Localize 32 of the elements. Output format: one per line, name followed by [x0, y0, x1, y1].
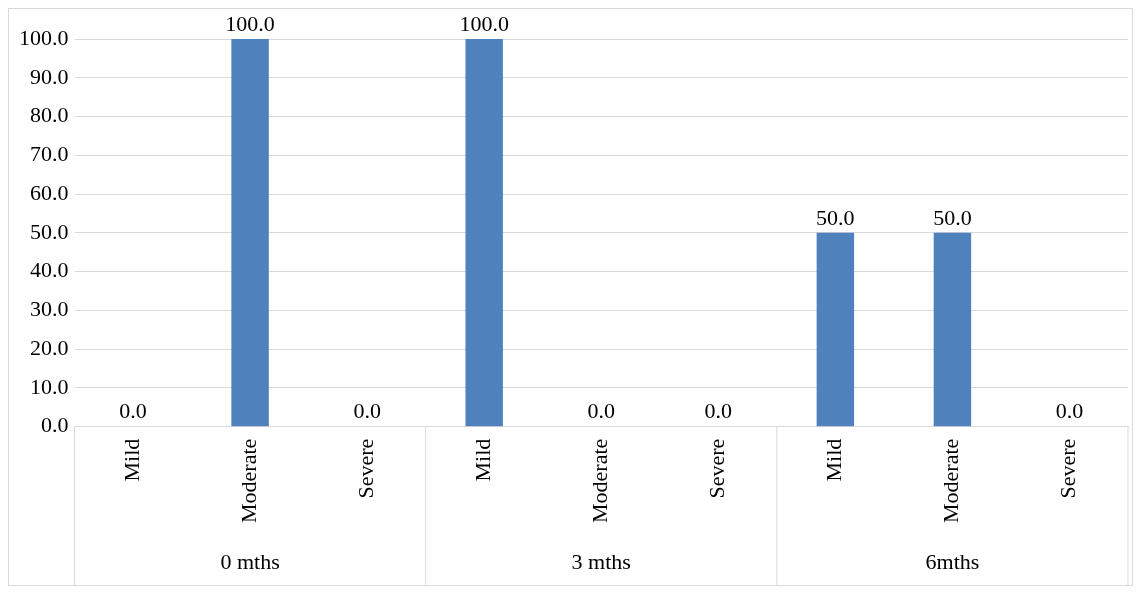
text: 3 mths — [571, 548, 631, 574]
x-tick-label: Severe — [1055, 438, 1081, 499]
text: 6mths — [925, 548, 980, 574]
x-tick-label: Mild — [469, 438, 495, 482]
y-tick-label: 90.0 — [30, 63, 69, 89]
data-label: 0.0 — [704, 398, 733, 424]
y-tick-label: 10.0 — [30, 373, 69, 399]
data-label: 0.0 — [353, 398, 381, 424]
data-label: 0.0 — [1055, 398, 1084, 424]
y-tick-label: 20.0 — [30, 334, 69, 360]
data-label: 50.0 — [933, 204, 972, 230]
x-tick-label: Moderate — [235, 438, 261, 523]
y-tick-label: 0.0 — [41, 412, 69, 438]
x-tick-label: Moderate — [587, 438, 613, 523]
y-tick-label: 50.0 — [30, 218, 69, 244]
y-tick-label: 30.0 — [30, 296, 69, 322]
y-tick-label: 100.0 — [19, 24, 69, 50]
x-tick-label: Mild — [118, 438, 144, 482]
data-label: 50.0 — [816, 204, 855, 230]
x-tick-label: Moderate — [938, 438, 964, 523]
y-tick-label: 40.0 — [30, 257, 69, 283]
data-label: 100.0 — [225, 10, 275, 36]
text: 0 mths — [220, 548, 280, 574]
x-tick-label: Severe — [352, 438, 378, 499]
y-tick-label: 60.0 — [30, 179, 69, 205]
data-label: 100.0 — [459, 10, 509, 36]
x-tick-label: Mild — [821, 438, 847, 482]
y-tick-label: 70.0 — [30, 141, 69, 167]
data-label: 0.0 — [119, 398, 147, 424]
x-tick-label: Severe — [704, 438, 730, 499]
data-label: 0.0 — [587, 398, 615, 424]
y-tick-label: 80.0 — [30, 102, 69, 128]
